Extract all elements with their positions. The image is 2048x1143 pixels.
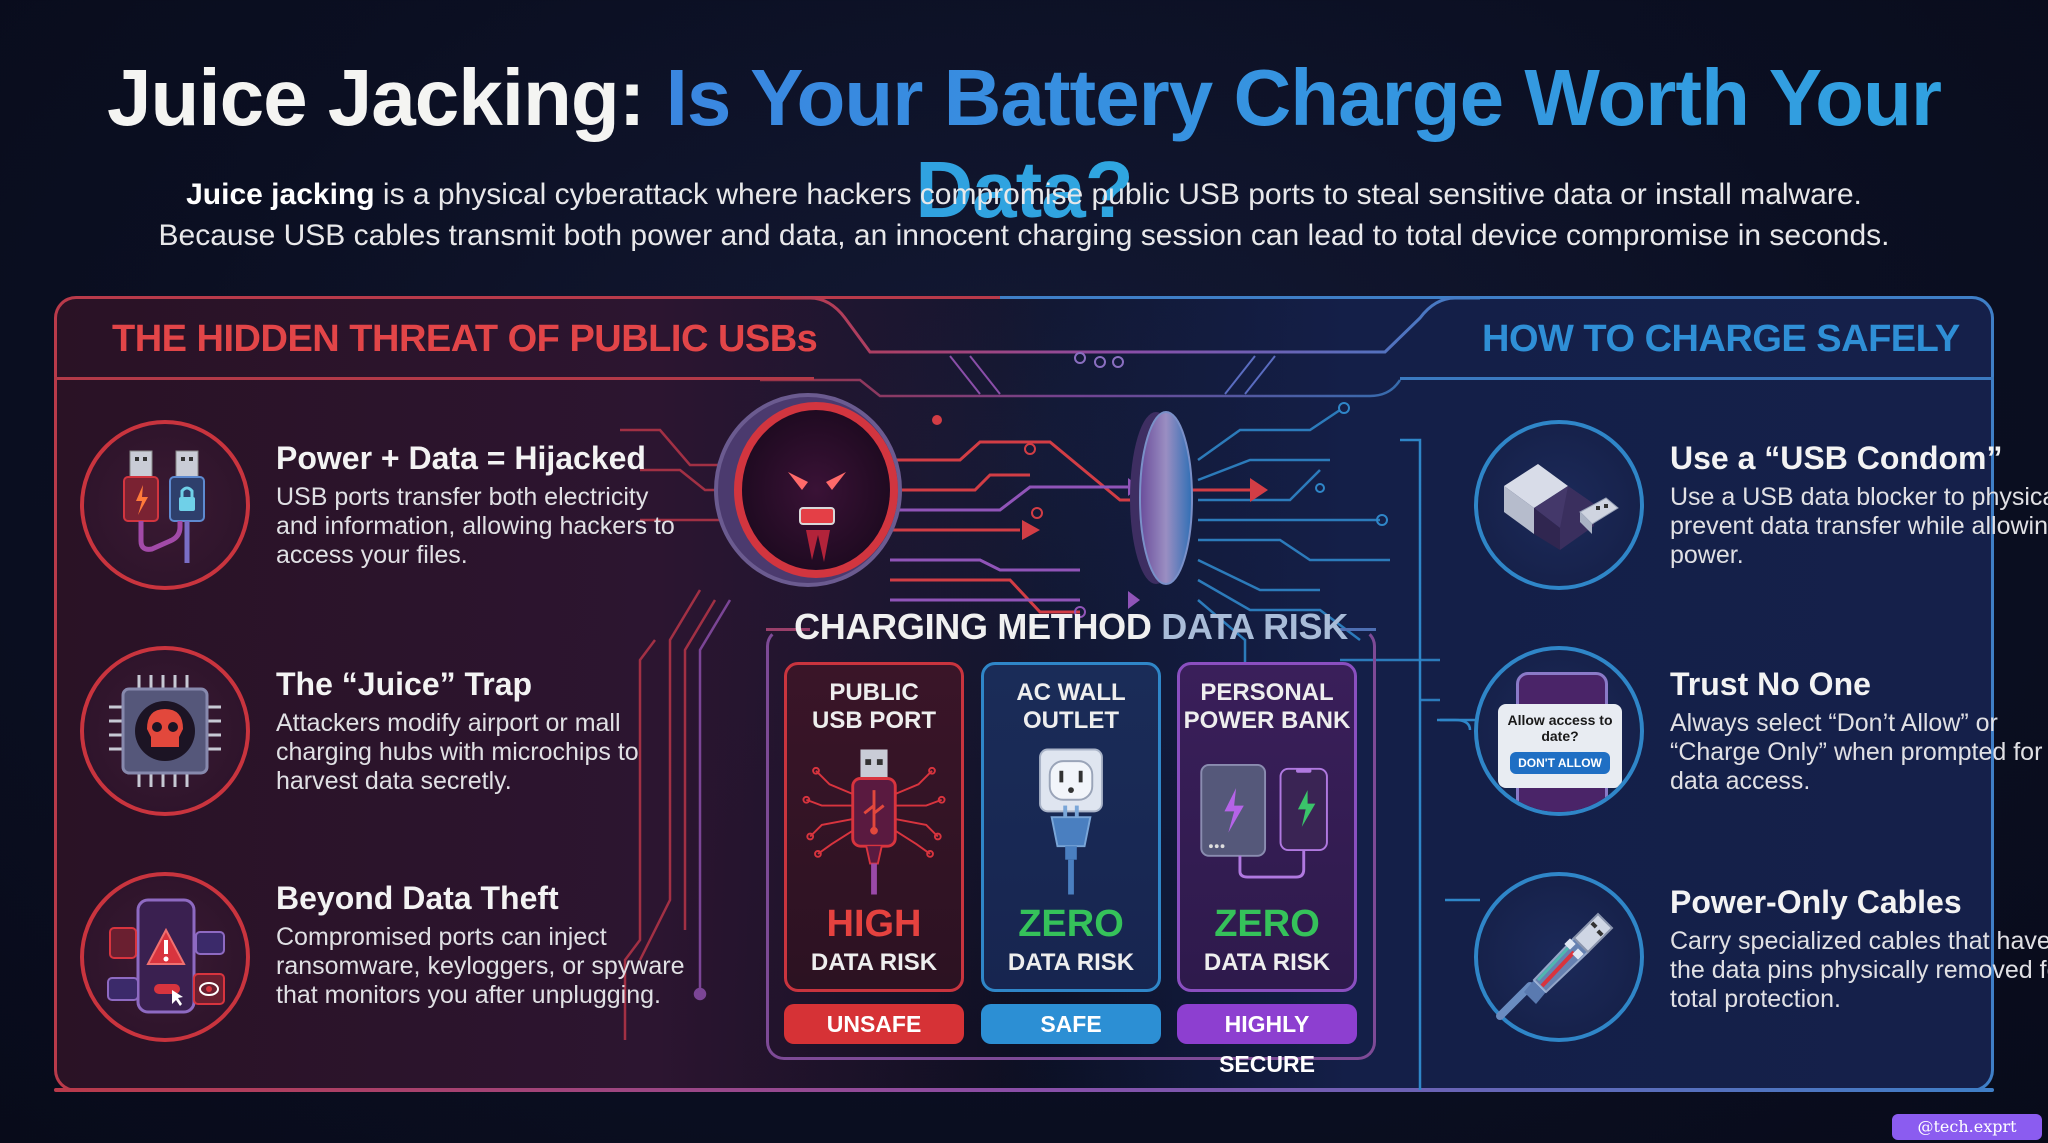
risk-frame-divider — [766, 628, 810, 631]
phone-warning-malware-icon — [80, 872, 250, 1042]
risk-card-label: PUBLIC USB PORT — [787, 679, 961, 735]
threat-item-title: Power + Data = Hijacked — [276, 440, 646, 476]
infected-usb-plug-icon — [802, 749, 946, 895]
usb-cables-lightning-lock-icon — [80, 420, 250, 590]
risk-sublabel: DATA RISK — [1203, 949, 1331, 976]
phone-permission-prompt-icon: Allow access to date? DON'T ALLOW — [1474, 646, 1644, 816]
risk-sublabel: DATA RISK — [1007, 949, 1135, 976]
intro-paragraph: Juice jacking is a physical cyberattack … — [0, 174, 2048, 256]
threat-item-desc: Attackers modify airport or mall chargin… — [276, 709, 639, 795]
permission-dialog: Allow access to date? DON'T ALLOW — [1498, 704, 1622, 788]
safety-header-bar — [1400, 296, 1994, 380]
threat-item-title: Beyond Data Theft — [276, 880, 559, 916]
risk-card-public-usb: PUBLIC USB PORT HIGH DATA RISK — [784, 662, 964, 992]
risk-card-wall-outlet: AC WALL OUTLET ZERO DATA RISK — [981, 662, 1161, 992]
hacker-demon-port-icon — [714, 393, 902, 587]
safety-item-title: Power-Only Cables — [1670, 884, 1962, 920]
author-watermark: @tech.exprt — [1892, 1114, 2042, 1140]
threat-header-bar — [54, 296, 814, 380]
power-only-cable-icon — [1474, 872, 1644, 1042]
risk-card-label-line: PUBLIC — [829, 679, 919, 706]
status-badge-safe: SAFE — [981, 1004, 1161, 1044]
risk-card-label-line: PERSONAL — [1200, 679, 1334, 706]
risk-card-power-bank: PERSONAL POWER BANK ZERO DATA RISK — [1177, 662, 1357, 992]
usb-data-blocker-icon — [1474, 420, 1644, 590]
power-bank-phone-icon — [1200, 764, 1328, 879]
risk-card-label-line: USB PORT — [811, 707, 936, 734]
status-badge-highly-secure: HIGHLY SECURE — [1177, 1004, 1357, 1077]
threat-item-title: The “Juice” Trap — [276, 666, 533, 702]
risk-sublabel: DATA RISK — [810, 949, 938, 976]
data-blocker-shield-disc-icon — [1130, 411, 1193, 585]
risk-card-label-line: OUTLET — [1023, 707, 1119, 734]
risk-card-label: PERSONAL POWER BANK — [1180, 679, 1354, 735]
page-title: Juice Jacking: Is Your Battery Charge Wo… — [0, 52, 2048, 236]
risk-title-main: CHARGING METHOD — [794, 606, 1152, 647]
title-prefix: Juice Jacking: — [107, 53, 645, 142]
risk-level: HIGH — [826, 903, 922, 945]
wall-outlet-plug-icon — [1039, 748, 1103, 895]
title-highlight: Is Your Battery Charge Worth Your Data? — [644, 53, 1942, 234]
safety-item-title: Use a “USB Condom” — [1670, 440, 2003, 476]
safety-item-desc: Carry specialized cables that have the d… — [1670, 927, 2048, 1013]
intro-bold-term: Juice jacking — [186, 178, 375, 211]
safety-heading: HOW TO CHARGE SAFELY — [1482, 318, 1960, 360]
safety-item-desc: Use a USB data blocker to physically pre… — [1670, 483, 2048, 569]
threat-item-desc: USB ports transfer both electricity and … — [276, 483, 675, 569]
risk-level: ZERO — [1018, 903, 1124, 945]
intro-line1: is a physical cyberattack where hackers … — [374, 178, 1862, 211]
microchip-skull-icon — [80, 646, 250, 816]
intro-line2: Because USB cables transmit both power a… — [158, 219, 1890, 252]
risk-frame-divider — [1336, 628, 1376, 631]
risk-card-label: AC WALL OUTLET — [984, 679, 1158, 735]
risk-title-muted: DATA RISK — [1151, 606, 1348, 647]
panel-bottom-border — [54, 1088, 1994, 1092]
risk-card-label-line: POWER BANK — [1183, 707, 1351, 734]
safety-item-desc: Always select “Don’t Allow” or “Charge O… — [1670, 709, 2043, 795]
risk-comparison-frame — [766, 628, 1376, 1060]
risk-comparison-title: CHARGING METHOD DATA RISK — [766, 606, 1376, 648]
threat-item-desc: Compromised ports can inject ransomware,… — [276, 923, 685, 1009]
permission-dialog-text: Allow access to date? — [1507, 712, 1613, 744]
threat-heading: THE HIDDEN THREAT OF PUBLIC USBs — [112, 318, 818, 360]
risk-card-label-line: AC WALL — [1016, 679, 1126, 706]
risk-level: ZERO — [1214, 903, 1320, 945]
dont-allow-button[interactable]: DON'T ALLOW — [1510, 752, 1610, 774]
status-badge-unsafe: UNSAFE — [784, 1004, 964, 1044]
safety-item-title: Trust No One — [1670, 666, 1871, 702]
